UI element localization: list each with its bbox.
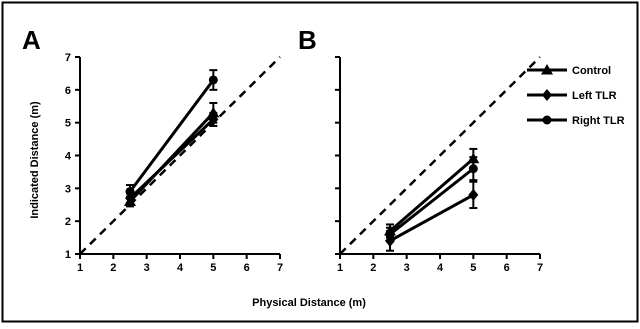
panel-a-y-tick-label: 6 xyxy=(65,85,71,97)
panel-b-right-tlr-line xyxy=(389,167,475,236)
panel-b-right-tlr-point xyxy=(468,164,478,174)
panel-a-y-tick-label: 3 xyxy=(65,183,71,195)
panel-a-reference-line xyxy=(79,56,281,255)
legend-right-tlr-marker xyxy=(542,115,552,125)
x-axis-label: Physical Distance (m) xyxy=(252,297,366,309)
panel-a-x-tick-label: 5 xyxy=(210,262,216,274)
panel-b-x-tick-label: 1 xyxy=(337,262,343,274)
panel-a-y-tick-label: 5 xyxy=(65,118,71,130)
panel-a-x-tick-label: 4 xyxy=(177,262,184,274)
panel-a-x-tick-label: 7 xyxy=(277,262,283,274)
panel-b: 1 2 3 4 5 6 7 xyxy=(335,56,543,274)
legend-control-marker xyxy=(541,64,553,75)
panel-b-left-tlr-line xyxy=(389,193,475,243)
panel-b-x-tick-label: 4 xyxy=(437,262,444,274)
panel-a-left-tlr-point xyxy=(208,113,219,126)
legend-control-label: Control xyxy=(572,65,611,77)
legend-left-tlr-marker xyxy=(542,89,552,101)
figure-frame xyxy=(1,1,639,323)
panel-a-left-tlr-line xyxy=(128,118,215,200)
panel-a-right-tlr-point xyxy=(208,75,218,85)
panel-a-right-tlr-point xyxy=(125,187,135,197)
panel-b-x-tick-label: 3 xyxy=(404,262,410,274)
y-axis-label: Indicated Distance (m) xyxy=(29,101,41,219)
panel-b-x-tick-label: 7 xyxy=(537,262,543,274)
panel-a: 1 2 3 4 5 6 7 1 2 3 4 5 6 7 xyxy=(65,52,283,274)
legend-right-tlr-label: Right TLR xyxy=(572,115,625,127)
legend: Control Left TLR Right TLR xyxy=(527,64,625,127)
legend-left-tlr-label: Left TLR xyxy=(572,90,617,102)
panel-b-x-tick-label: 5 xyxy=(470,262,476,274)
panel-a-right-tlr-line xyxy=(128,79,215,193)
panel-b-right-tlr-point xyxy=(385,229,395,239)
panel-a-y-tick-label: 4 xyxy=(65,151,72,163)
panel-b-x-tick-label: 6 xyxy=(504,262,510,274)
panel-a-x-tick-label: 1 xyxy=(77,262,83,274)
panel-a-x-tick-label: 3 xyxy=(144,262,150,274)
panel-b-control-line xyxy=(389,157,475,233)
panel-b-left-tlr-point xyxy=(468,188,479,201)
panel-a-y-tick-label: 2 xyxy=(65,216,71,228)
panel-a-y-tick-label: 1 xyxy=(65,249,71,261)
panel-a-y-tick-label: 7 xyxy=(65,52,71,64)
panel-a-x-tick-label: 2 xyxy=(110,262,116,274)
panel-b-x-tick-label: 2 xyxy=(370,262,376,274)
panel-a-letter: A xyxy=(22,25,41,55)
panel-b-letter: B xyxy=(298,25,317,55)
panel-b-reference-line xyxy=(339,56,541,255)
panel-a-x-tick-label: 6 xyxy=(244,262,250,274)
